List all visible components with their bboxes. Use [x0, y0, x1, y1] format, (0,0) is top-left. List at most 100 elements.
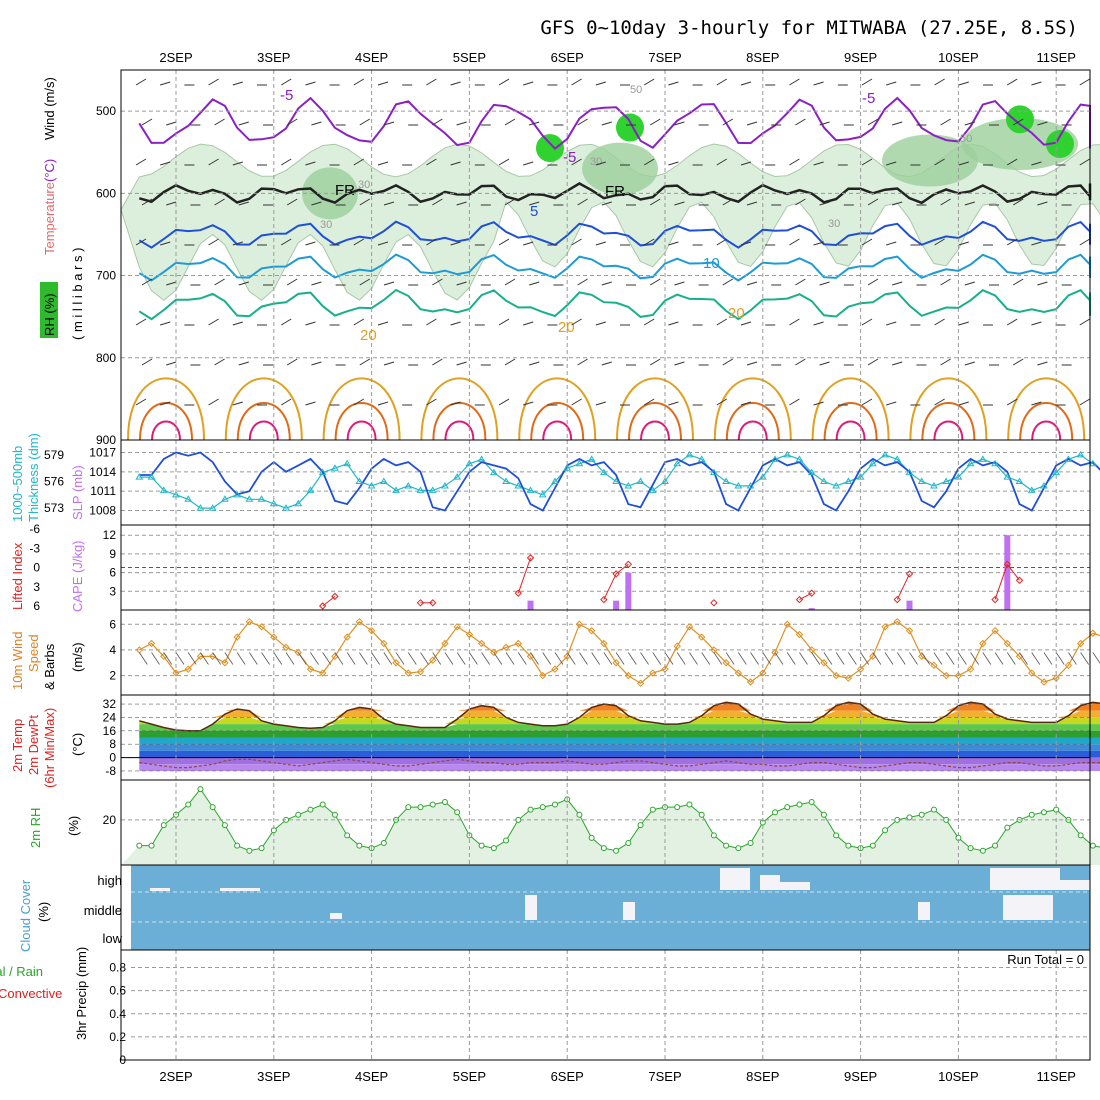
- rh-point: [869, 842, 876, 849]
- thickness-point: [856, 473, 865, 480]
- wind-barb: [224, 652, 234, 665]
- thickness-point: [966, 459, 975, 467]
- isotherm-warm-lobe: [432, 402, 487, 441]
- wind-barb: [861, 398, 873, 406]
- contour-label: 50: [960, 133, 972, 145]
- rh-60-region: [302, 167, 358, 220]
- wind-barb: [945, 652, 955, 665]
- wind-barb: [456, 361, 467, 366]
- wind-barb: [542, 652, 552, 665]
- thickness-point: [306, 486, 315, 493]
- wind-barb: [571, 158, 582, 166]
- wind-barb: [232, 161, 243, 166]
- wind-speed-point: [1052, 674, 1060, 682]
- thickness-point: [245, 495, 254, 502]
- wind-barb: [160, 241, 171, 246]
- wind-barb: [571, 398, 582, 406]
- rh-90-region: [536, 134, 564, 163]
- wind-barb: [212, 652, 222, 665]
- freezing-level: [138, 182, 1092, 205]
- thickness-point: [294, 499, 303, 507]
- wind-barb: [934, 318, 945, 326]
- wind-barb: [982, 652, 992, 665]
- li-segment: [517, 557, 531, 594]
- thickness-point: [868, 459, 877, 467]
- wind-barb: [166, 281, 177, 286]
- isotherm-warm-lobe: [236, 402, 291, 441]
- li-point: [893, 595, 901, 604]
- run-total: Run Total = 0: [1007, 952, 1084, 967]
- wind-barb: [135, 238, 147, 246]
- wind-barb: [383, 652, 393, 665]
- day-label-bottom: 4SEP: [355, 1069, 388, 1084]
- thickness-point: [758, 473, 767, 480]
- isotherm-warm-lobe: [835, 420, 866, 441]
- wind-barb: [432, 198, 443, 206]
- wind-barb: [141, 198, 153, 206]
- wind-barb: [674, 121, 685, 126]
- rh-tick-label: 20: [103, 813, 117, 827]
- wind-barb: [934, 158, 945, 166]
- wind-barb: [141, 278, 153, 286]
- wind-barb: [577, 118, 588, 126]
- pressure-tick-label: 500: [96, 104, 116, 118]
- wind-barb: [1068, 652, 1077, 665]
- rh-point: [600, 845, 607, 852]
- thickness-point: [233, 490, 242, 498]
- wind-barb: [795, 198, 806, 206]
- rh-point: [796, 801, 803, 808]
- wind-barb: [746, 361, 758, 366]
- wind-barb: [1019, 652, 1028, 665]
- wind-barb: [249, 652, 258, 665]
- wind-speed-point: [514, 639, 523, 648]
- wind-barb: [940, 198, 951, 206]
- wind-barb: [964, 201, 975, 206]
- wind-speed-point: [380, 639, 388, 648]
- wind-barb: [160, 81, 171, 86]
- cloud-background: [131, 865, 1090, 950]
- wind-barb: [523, 81, 534, 86]
- wind-barb: [571, 318, 582, 326]
- thickness-point: [526, 486, 535, 493]
- rh-point: [784, 804, 791, 811]
- rh-label: RH (%): [42, 293, 57, 336]
- wind-barb: [141, 358, 153, 366]
- wind-barb: [135, 318, 147, 326]
- wind-barb: [591, 652, 600, 665]
- wind-barb: [432, 358, 443, 366]
- wind-barb: [940, 358, 951, 366]
- wind-speed-point: [1028, 669, 1036, 677]
- wind-barb: [426, 318, 437, 326]
- rh2m-unit: (%): [66, 816, 81, 836]
- wind-barb: [498, 78, 510, 86]
- wind-barb: [746, 121, 758, 126]
- thickness-point: [624, 481, 633, 489]
- cloud-unit: (%): [36, 902, 51, 922]
- wind-barb: [716, 398, 728, 406]
- wind-barb: [643, 318, 655, 326]
- wind-barb: [1031, 321, 1042, 326]
- wind-barb: [523, 161, 534, 166]
- wind-barb: [1006, 238, 1018, 246]
- wind-barb: [238, 361, 249, 366]
- wind-barb: [359, 118, 371, 126]
- wind-barb: [1037, 361, 1048, 366]
- isotherm-5: [138, 220, 1091, 249]
- wind-speed-point: [502, 643, 510, 652]
- wind-speed-line: [139, 620, 1100, 685]
- wind-barb: [579, 652, 588, 665]
- rh-point: [160, 822, 167, 829]
- wind-speed-point: [942, 671, 950, 680]
- thickness-point: [1052, 468, 1061, 476]
- day-label-top: 5SEP: [453, 50, 486, 65]
- wind-barb: [160, 401, 171, 406]
- wind-barb: [861, 238, 873, 246]
- rh-point: [148, 842, 155, 849]
- isotherm-warm-lobe: [1019, 402, 1074, 441]
- wind-barb: [892, 201, 903, 206]
- wind-barb: [305, 81, 316, 86]
- wind-barb: [151, 652, 160, 665]
- wind-barb: [1079, 398, 1091, 406]
- wind-barb: [141, 118, 153, 126]
